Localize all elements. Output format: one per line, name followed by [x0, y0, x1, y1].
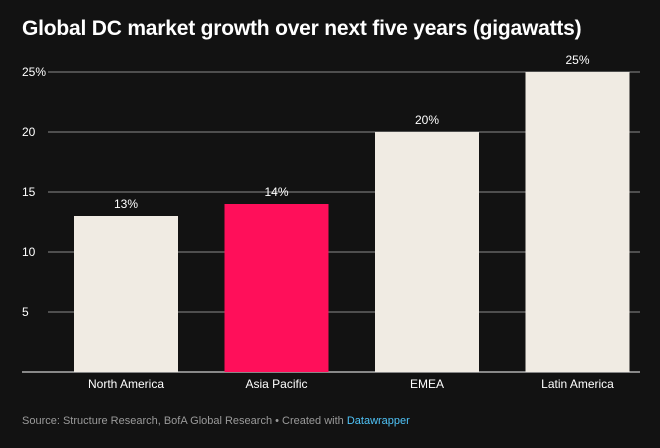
category-label: North America — [88, 377, 164, 391]
bar-value-label: 14% — [264, 185, 288, 199]
x-axis-categories: North America Asia Pacific EMEA Latin Ameri… — [88, 377, 614, 391]
bar — [224, 204, 329, 372]
y-tick-label: 25% — [22, 65, 46, 79]
bar — [375, 132, 479, 372]
y-tick-label: 10 — [22, 245, 36, 259]
y-tick-label: 15 — [22, 185, 36, 199]
bars — [74, 72, 630, 372]
y-axis-ticks: 5 10 15 20 25% — [22, 65, 46, 319]
category-label: EMEA — [410, 377, 444, 391]
category-label: Asia Pacific — [245, 377, 307, 391]
source-note: Source: Structure Research, BofA Global … — [22, 415, 410, 427]
category-label: Latin America — [541, 377, 614, 391]
y-tick-label: 20 — [22, 125, 36, 139]
data-labels: 13% 14% 20% 25% — [114, 53, 590, 211]
source-text: Source: Structure Research, BofA Global … — [22, 415, 347, 427]
bar — [525, 72, 630, 372]
y-tick-label: 5 — [22, 305, 29, 319]
bar-value-label: 13% — [114, 197, 138, 211]
chart-title: Global DC market growth over next five y… — [22, 17, 582, 40]
datawrapper-link[interactable]: Datawrapper — [346, 415, 410, 427]
bar-value-label: 20% — [415, 113, 439, 127]
bar — [74, 216, 178, 372]
bar-value-label: 25% — [565, 53, 589, 67]
